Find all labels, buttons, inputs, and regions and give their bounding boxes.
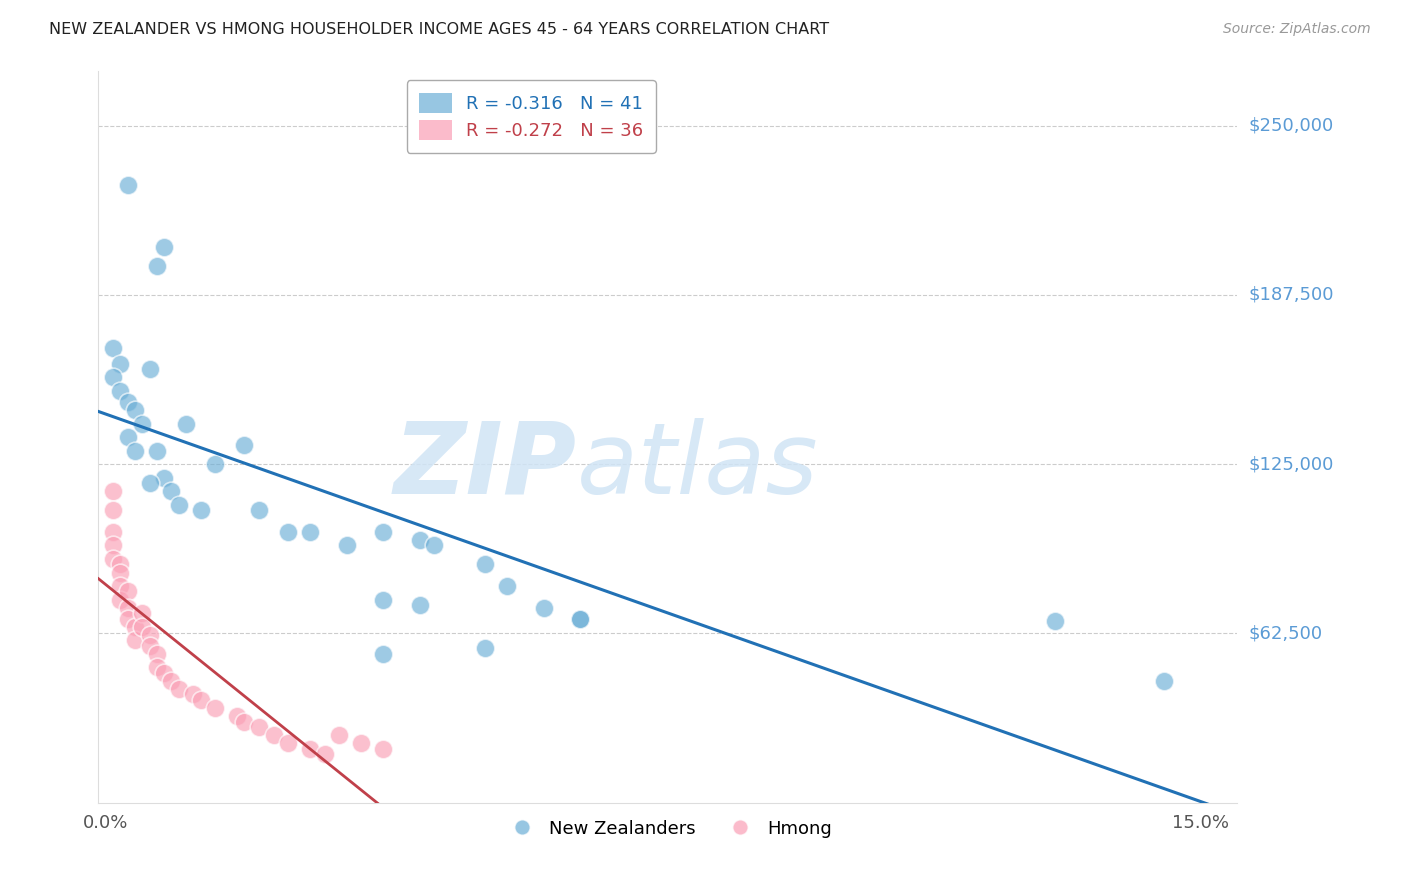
Point [204, 701, 226, 715]
Text: $187,500: $187,500 [1249, 285, 1334, 304]
Text: Source: ZipAtlas.com: Source: ZipAtlas.com [1223, 22, 1371, 37]
Point [110, 357, 132, 371]
Text: ZIP: ZIP [394, 417, 576, 515]
Text: atlas: atlas [576, 417, 818, 515]
Point [233, 438, 256, 452]
Point [263, 728, 285, 742]
Point [110, 558, 132, 572]
Text: $250,000: $250,000 [1249, 117, 1334, 135]
Point [299, 741, 322, 756]
Point [124, 633, 146, 648]
Point [233, 714, 256, 729]
Point [117, 395, 139, 409]
Point [124, 620, 146, 634]
Point [110, 384, 132, 398]
Point [167, 498, 190, 512]
Point [117, 584, 139, 599]
Point [371, 741, 394, 756]
Point [101, 503, 124, 517]
Point [131, 606, 153, 620]
Point [190, 693, 212, 707]
Point [146, 647, 169, 661]
Point [160, 484, 183, 499]
Point [110, 579, 132, 593]
Point [146, 660, 169, 674]
Text: NEW ZEALANDER VS HMONG HOUSEHOLDER INCOME AGES 45 - 64 YEARS CORRELATION CHART: NEW ZEALANDER VS HMONG HOUSEHOLDER INCOM… [49, 22, 830, 37]
Point [190, 503, 212, 517]
Point [569, 611, 592, 625]
Point [299, 524, 322, 539]
Point [1043, 615, 1066, 629]
Point [371, 524, 394, 539]
Point [204, 457, 226, 471]
Point [336, 538, 359, 552]
Point [314, 747, 336, 761]
Point [117, 430, 139, 444]
Point [277, 524, 299, 539]
Point [138, 476, 160, 491]
Point [131, 620, 153, 634]
Point [474, 558, 496, 572]
Point [101, 524, 124, 539]
Point [153, 665, 176, 680]
Point [247, 720, 270, 734]
Text: $62,500: $62,500 [1249, 624, 1323, 642]
Point [117, 600, 139, 615]
Point [131, 417, 153, 431]
Point [146, 443, 169, 458]
Point [101, 341, 124, 355]
Point [423, 538, 446, 552]
Point [117, 178, 139, 193]
Point [226, 709, 249, 723]
Point [569, 611, 592, 625]
Point [174, 417, 197, 431]
Point [138, 362, 160, 376]
Point [101, 484, 124, 499]
Point [167, 681, 190, 696]
Point [153, 471, 176, 485]
Point [138, 639, 160, 653]
Point [124, 403, 146, 417]
Point [247, 503, 270, 517]
Point [350, 736, 373, 750]
Point [496, 579, 519, 593]
Point [146, 260, 169, 274]
Point [533, 600, 555, 615]
Point [328, 728, 350, 742]
Point [110, 592, 132, 607]
Legend: New Zealanders, Hmong: New Zealanders, Hmong [496, 813, 839, 845]
Point [1153, 673, 1175, 688]
Point [474, 641, 496, 656]
Text: $125,000: $125,000 [1249, 455, 1334, 473]
Point [124, 443, 146, 458]
Point [160, 673, 183, 688]
Point [183, 688, 205, 702]
Point [371, 592, 394, 607]
Point [101, 552, 124, 566]
Point [371, 647, 394, 661]
Point [408, 533, 430, 547]
Point [138, 628, 160, 642]
Point [408, 598, 430, 612]
Point [101, 538, 124, 552]
Point [110, 566, 132, 580]
Point [117, 611, 139, 625]
Point [101, 370, 124, 384]
Point [277, 736, 299, 750]
Point [153, 240, 176, 254]
